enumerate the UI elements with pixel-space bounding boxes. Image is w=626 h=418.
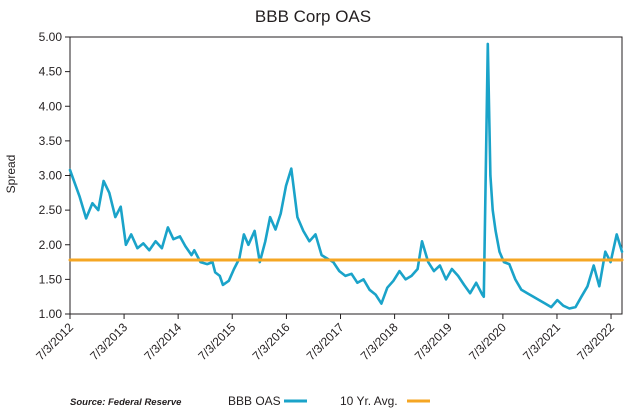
y-tick-label: 3.00: [39, 169, 63, 183]
x-tick-label: 7/3/2013: [87, 320, 130, 363]
legend-label-10yr-avg: 10 Yr. Avg.: [340, 394, 398, 408]
y-tick-label: 4.50: [39, 65, 63, 79]
x-tick-label: 7/3/2012: [33, 320, 76, 363]
y-tick-label: 3.50: [39, 134, 63, 148]
legend: BBB OAS 10 Yr. Avg.: [228, 394, 430, 408]
source-note: Source: Federal Reserve: [70, 397, 182, 408]
y-axis-title: Spread: [4, 155, 18, 194]
y-axis: 1.00 1.50 2.00 2.50 3.00 3.50 4.00 4.50 5.00: [39, 30, 70, 321]
x-tick-label: 7/3/2016: [250, 320, 293, 363]
x-tick-label: 7/3/2018: [358, 320, 401, 363]
y-tick-label: 1.00: [39, 307, 63, 321]
chart-title: BBB Corp OAS: [255, 7, 371, 26]
y-tick-label: 5.00: [39, 30, 63, 44]
x-tick-label: 7/3/2014: [141, 320, 184, 363]
y-tick-label: 1.50: [39, 272, 63, 286]
y-tick-label: 2.50: [39, 203, 63, 217]
x-axis: 7/3/2012 7/3/2013 7/3/2014 7/3/2015 7/3/2016…: [33, 314, 617, 363]
x-tick-label: 7/3/2020: [466, 320, 509, 363]
y-tick-label: 2.00: [39, 238, 63, 252]
y-tick-label: 4.00: [39, 99, 63, 113]
x-tick-label: 7/3/2015: [195, 320, 238, 363]
x-tick-label: 7/3/2022: [574, 320, 617, 363]
series-line-bbb-oas: [68, 42, 624, 310]
series-layer: [68, 42, 624, 310]
x-tick-label: 7/3/2021: [520, 320, 563, 363]
x-tick-label: 7/3/2017: [304, 320, 347, 363]
legend-label-bbb-oas: BBB OAS: [228, 394, 281, 408]
plot-frame: [69, 36, 623, 315]
x-tick-label: 7/3/2019: [412, 320, 455, 363]
